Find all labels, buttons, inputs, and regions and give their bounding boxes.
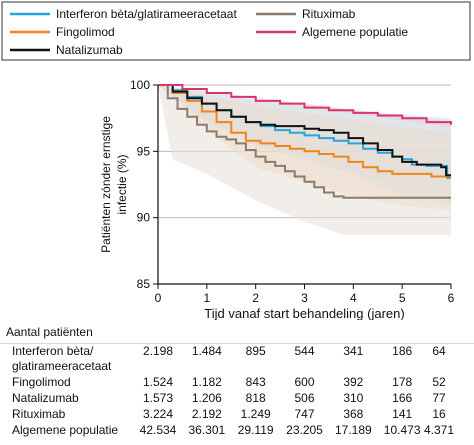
y-tick-label-100: 100 bbox=[130, 78, 150, 92]
table-cell: 141 bbox=[392, 407, 413, 421]
series-line-4 bbox=[158, 84, 452, 125]
table-cell: 36.301 bbox=[188, 423, 226, 437]
table-cell: 818 bbox=[245, 391, 266, 405]
table-cell: 2.192 bbox=[191, 407, 222, 421]
table-divider bbox=[0, 343, 474, 344]
table-cell: 42.534 bbox=[139, 423, 177, 437]
x-tick-label-6: 6 bbox=[448, 291, 455, 305]
table-cell: 747 bbox=[294, 407, 315, 421]
series-line-1 bbox=[158, 84, 451, 178]
y-tick-label-95: 95 bbox=[137, 144, 151, 158]
series-line-3 bbox=[158, 84, 451, 199]
y-axis-title-line-2: infectie (%) bbox=[115, 154, 129, 214]
table-cell: 16 bbox=[432, 407, 446, 421]
table-cell: 23.205 bbox=[286, 423, 323, 437]
table-cell: 600 bbox=[294, 375, 315, 389]
table-row-label: Natalizumab bbox=[12, 391, 79, 405]
x-axis-title: Tijd vanaf start behandeling (jaren) bbox=[204, 306, 404, 320]
table-row-label: Fingolimod bbox=[12, 375, 71, 389]
table-cell: 77 bbox=[432, 391, 446, 405]
table-cell: 17.189 bbox=[334, 423, 372, 437]
table-row-label: Interferon bèta/ bbox=[12, 344, 94, 358]
table-cell: 186 bbox=[392, 344, 413, 358]
table-cell: 1.524 bbox=[142, 375, 174, 389]
series-line-2 bbox=[158, 84, 451, 177]
table-row-label: Algemene populatie bbox=[12, 423, 119, 437]
table-cell: 392 bbox=[343, 375, 364, 389]
legend-label-0: Interferon bèta/glatirameeracetaat bbox=[56, 7, 237, 21]
table-cell: 544 bbox=[294, 344, 315, 358]
table-cell: 64 bbox=[432, 344, 446, 358]
y-tick-label-85: 85 bbox=[137, 277, 151, 291]
table-cell: 1.249 bbox=[240, 407, 271, 421]
table-cell: 895 bbox=[245, 344, 266, 358]
table-cell: 1.573 bbox=[142, 391, 174, 405]
legend-label-2: Natalizumab bbox=[56, 43, 123, 57]
table-cell: 1.182 bbox=[191, 375, 222, 389]
table-cell: 1.484 bbox=[191, 344, 222, 358]
table-cell: 166 bbox=[392, 391, 413, 405]
table-cell: 506 bbox=[294, 391, 315, 405]
x-tick-label-1: 1 bbox=[203, 291, 210, 305]
x-tick-label-0: 0 bbox=[155, 291, 162, 305]
table-cell: 843 bbox=[245, 375, 266, 389]
table-cell: 52 bbox=[432, 375, 446, 389]
table-row-label: Rituximab bbox=[12, 407, 66, 421]
x-tick-label-3: 3 bbox=[301, 291, 308, 305]
table-cell: 341 bbox=[343, 344, 364, 358]
legend-label-1: Fingolimod bbox=[56, 25, 115, 39]
y-axis-title-line-1: Patiënten zónder ernstige bbox=[99, 116, 113, 253]
chart-svg: 0 1 2 3 4 5 6 85 90 95 100 Tijd vanaf start behande… bbox=[1, 1, 471, 321]
table-cell: 2.198 bbox=[142, 344, 174, 358]
table-cell: 29.119 bbox=[237, 423, 274, 437]
x-tick-label-2: 2 bbox=[252, 291, 259, 305]
table-cell: 10.473 bbox=[383, 423, 421, 437]
legend-box bbox=[1, 1, 471, 61]
table-cell: 178 bbox=[392, 375, 413, 389]
legend-label-3: Rituximab bbox=[302, 7, 356, 21]
table-cell: 1.206 bbox=[191, 391, 222, 405]
y-tick-label-90: 90 bbox=[137, 211, 151, 225]
table-row-label: glatirameeracetaat bbox=[12, 359, 112, 373]
x-tick-label-4: 4 bbox=[350, 291, 357, 305]
table-cell: 4.371 bbox=[423, 423, 455, 437]
table-header: Aantal patiënten bbox=[6, 325, 93, 339]
x-tick-label-5: 5 bbox=[399, 291, 406, 305]
table-cell: 310 bbox=[343, 391, 364, 405]
table-cell: 368 bbox=[343, 407, 364, 421]
table-cell: 3.224 bbox=[142, 407, 174, 421]
legend-label-4: Algemene populatie bbox=[302, 25, 408, 39]
